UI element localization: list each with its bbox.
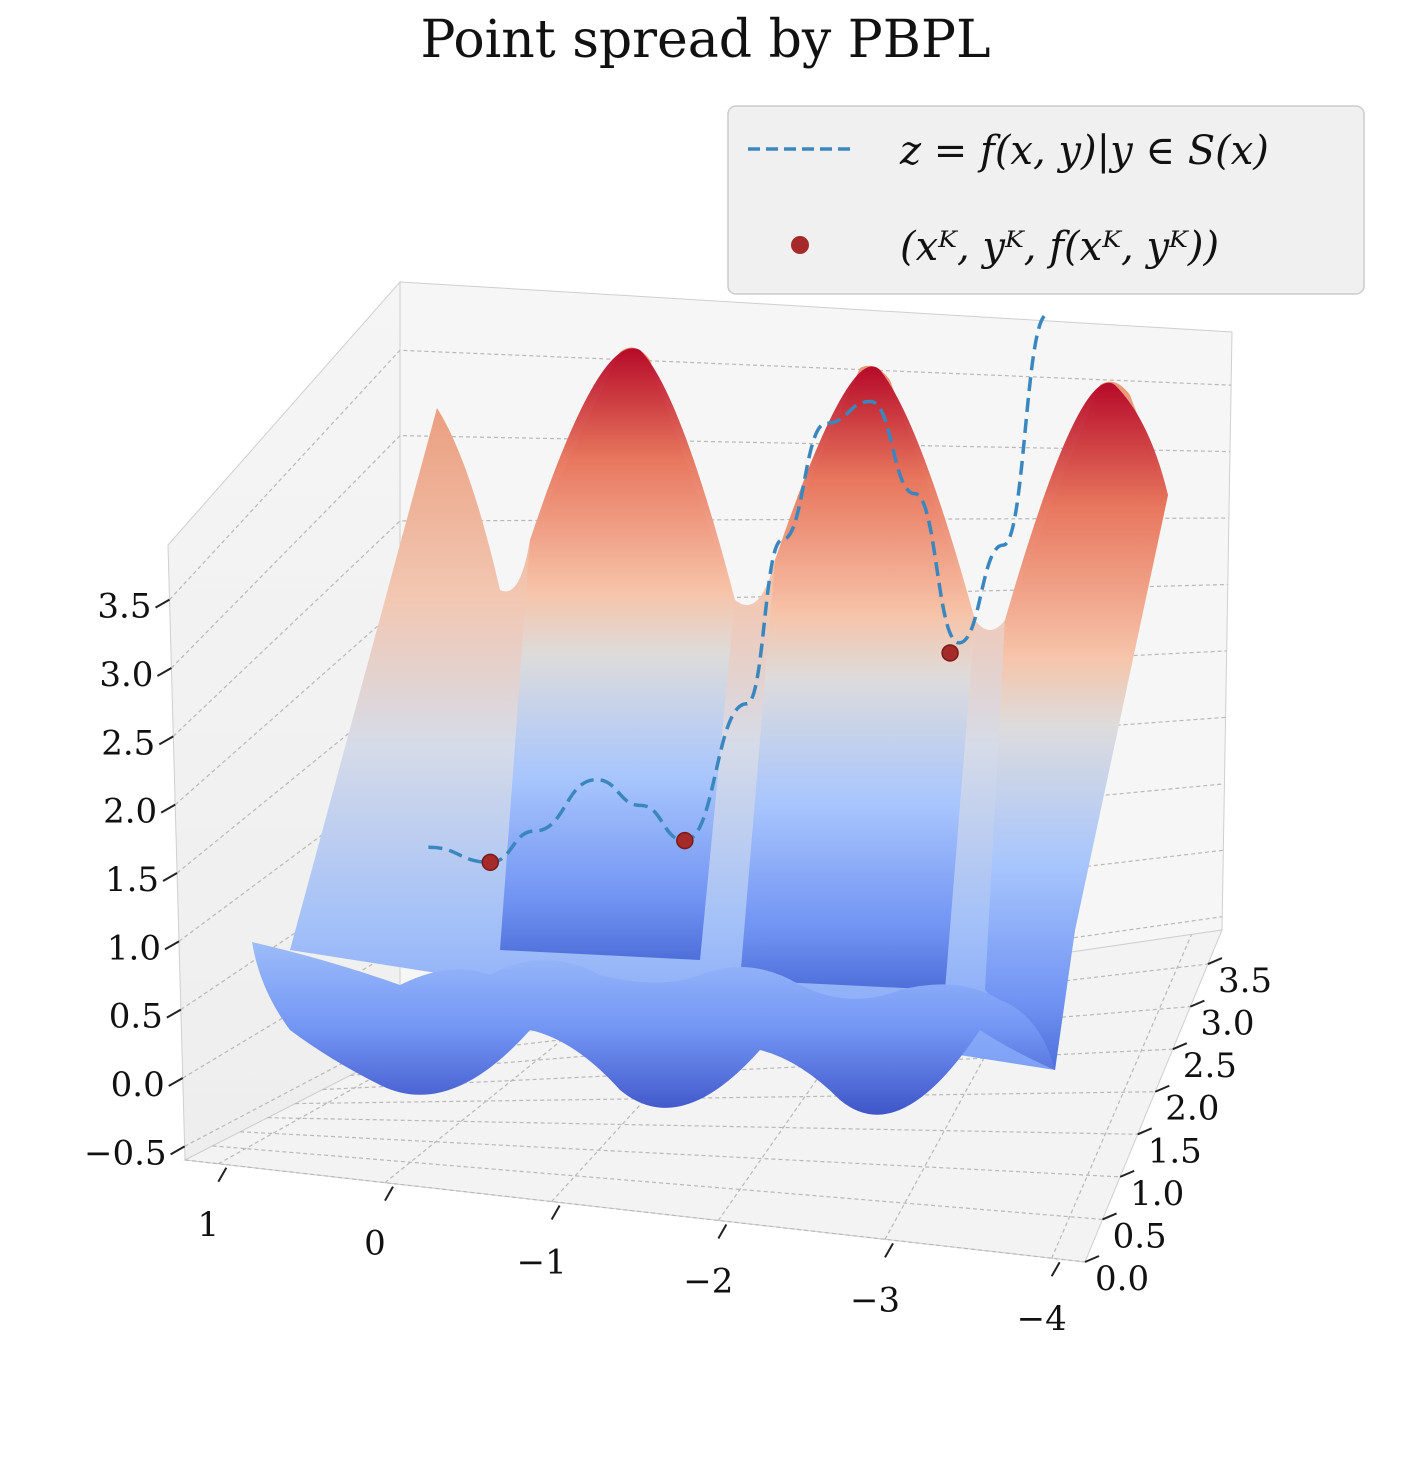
x-axis-ticks: 1 0 −1 −2 −3 −4 — [198, 1167, 1067, 1339]
x-tick-mark — [1050, 1261, 1061, 1277]
x-grid-line — [1051, 934, 1193, 1259]
x-tick-label: −1 — [517, 1243, 567, 1283]
x-grid-line — [218, 1045, 431, 1165]
series-line — [428, 312, 1049, 865]
y-tick-mark — [1084, 1255, 1100, 1263]
y-grid-line — [377, 963, 1209, 1062]
x-tick-label: 0 — [364, 1224, 386, 1264]
legend: z = f(x, y)|y ∈ S(x) (xᴷ, yᴷ, f(xᴷ, yᴷ)) — [727, 105, 1365, 295]
z-tick-mark — [166, 1008, 182, 1019]
legend-box — [727, 105, 1365, 295]
y-tick-label: 1.0 — [1130, 1174, 1184, 1214]
z-tick-label: 3.5 — [97, 587, 151, 627]
z-tick-label: −0.5 — [84, 1133, 167, 1173]
z-tick-mark — [170, 1145, 186, 1156]
z-tick-mark — [162, 872, 178, 882]
x-tick-mark — [550, 1205, 561, 1221]
z-grid-line — [170, 434, 1231, 669]
z-tick-label: 3.0 — [99, 655, 153, 695]
y-tick-mark — [1137, 1127, 1153, 1136]
z-tick-label: 2.0 — [103, 792, 157, 832]
z-grid-line — [174, 583, 1228, 806]
z-axis-ticks: −0.5 0.0 0.5 1.0 1.5 2.0 2.5 3.0 3.5 — [84, 587, 186, 1173]
series-points — [481, 644, 959, 872]
x-grid-line — [384, 1022, 584, 1184]
y-tick-mark — [1172, 1042, 1188, 1051]
z-tick-label: 0.0 — [111, 1065, 165, 1105]
legend-label-points: (xᴷ, yᴷ, f(xᴷ, yᴷ)) — [900, 224, 1219, 270]
y-tick-mark — [1102, 1212, 1117, 1221]
x-tick-label: −4 — [1017, 1299, 1067, 1339]
y-tick-label: 0.0 — [1095, 1259, 1149, 1299]
surface-ridge-3 — [985, 382, 1168, 1070]
y-tick-mark — [1119, 1169, 1135, 1178]
y-tick-mark — [1189, 999, 1205, 1008]
series-point — [941, 644, 959, 662]
y-tick-label: 3.5 — [1218, 961, 1272, 1001]
z-tick-mark — [160, 803, 176, 814]
y-grid-line — [295, 1091, 1156, 1105]
x-tick-mark — [717, 1223, 728, 1239]
y-grid-line — [212, 1145, 1103, 1221]
z-tick-mark — [155, 598, 171, 609]
z-grid-line — [169, 349, 1232, 601]
y-tick-label: 1.5 — [1148, 1131, 1202, 1171]
surface-ridge-2 — [740, 366, 975, 990]
y-tick-label: 2.0 — [1165, 1089, 1219, 1129]
z-tick-mark — [156, 667, 172, 677]
y-tick-label: 2.5 — [1183, 1046, 1237, 1086]
x-tick-mark — [217, 1167, 228, 1183]
z-tick-label: 1.0 — [107, 928, 161, 968]
y-axis-ticks: 0.00.51.01.52.02.53.03.5 — [1084, 957, 1272, 1299]
surface-ridge-1 — [500, 348, 735, 960]
x-tick-mark — [384, 1186, 394, 1202]
y-grid-line — [184, 1159, 1086, 1263]
function-surface — [252, 347, 1168, 1115]
z-tick-mark — [168, 1077, 184, 1087]
z-tick-mark — [164, 940, 180, 951]
x-tick-label: −3 — [850, 1280, 900, 1320]
z-tick-mark — [158, 735, 174, 746]
series-point — [481, 853, 500, 872]
z-tick-label: 1.5 — [105, 860, 159, 900]
y-tick-mark — [1207, 957, 1223, 965]
y-grid-line — [267, 1117, 1138, 1135]
x-tick-label: 1 — [198, 1205, 220, 1245]
x-tick-label: −2 — [683, 1261, 733, 1301]
surface-front-edge — [252, 942, 1055, 1115]
legend-label-line: z = f(x, y)|y ∈ S(x) — [899, 128, 1269, 174]
z-tick-label: 0.5 — [109, 997, 163, 1037]
y-tick-label: 3.0 — [1200, 1004, 1254, 1044]
chart-title: Point spread by PBPL — [420, 10, 991, 70]
series-point — [676, 831, 694, 850]
x-tick-mark — [884, 1242, 894, 1258]
legend-point-swatch — [791, 236, 809, 254]
y-tick-label: 0.5 — [1113, 1216, 1167, 1256]
z-tick-label: 2.5 — [101, 723, 155, 763]
y-tick-mark — [1154, 1084, 1170, 1093]
